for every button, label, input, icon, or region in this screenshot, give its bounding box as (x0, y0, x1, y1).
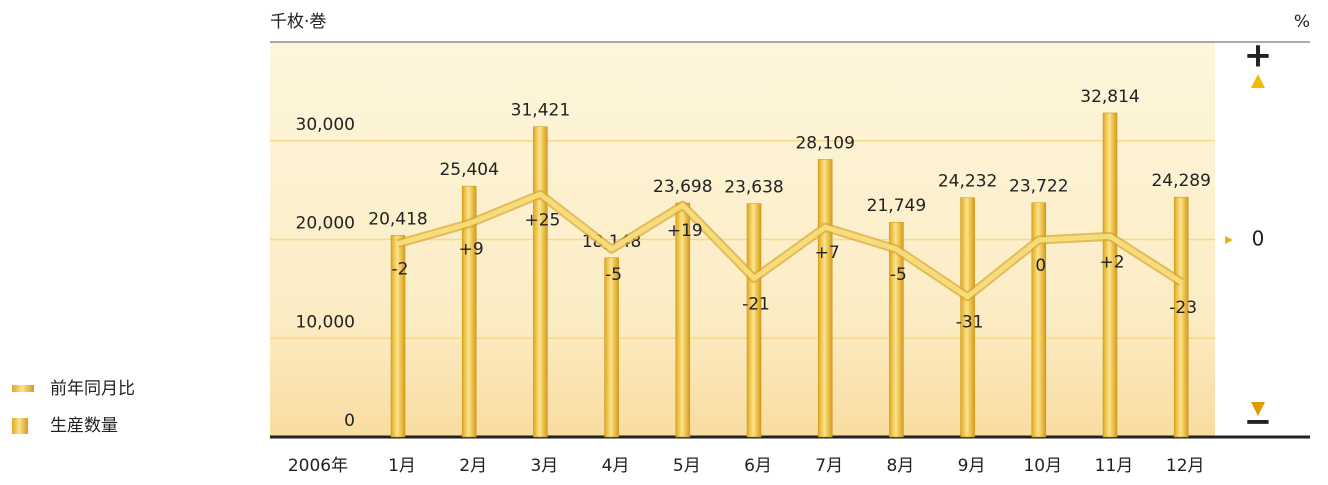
bar (1031, 202, 1047, 438)
y-tick-label: 20,000 (296, 214, 355, 234)
bar-value-label: 32,814 (1080, 87, 1139, 107)
year-label: 2006年 (288, 456, 348, 476)
bar-value-label: 23,722 (1009, 177, 1068, 197)
line (397, 191, 1183, 300)
y2-tick-label: 0 (1252, 227, 1265, 251)
line-value-label: +25 (524, 210, 560, 230)
bar-value-label: 21,749 (867, 196, 926, 216)
x-tick-label: 9月 (958, 456, 986, 476)
line-value-label: -31 (956, 313, 984, 333)
bar-value-label: 25,404 (439, 160, 498, 180)
line-value-label: 0 (1035, 256, 1046, 276)
bar (817, 159, 833, 438)
bar (533, 126, 548, 438)
bar-value-label: 23,698 (653, 177, 712, 197)
arrow-head (1251, 74, 1265, 88)
x-tick-label: 5月 (673, 456, 701, 476)
line-value-label: -2 (392, 260, 409, 280)
bar (746, 203, 762, 438)
bar-value-label: 31,421 (511, 101, 570, 121)
line-value-label: +19 (667, 221, 703, 241)
y-axis-label: 千枚·巻 (270, 12, 326, 32)
arrow-head (1251, 402, 1265, 416)
y2-axis-label: % (1294, 12, 1310, 32)
x-tick-label: 11月 (1095, 456, 1134, 476)
bar (461, 185, 477, 438)
y-tick-label: 10,000 (296, 312, 355, 332)
y2-tick-label: + (1244, 36, 1273, 76)
x-tick-label: 7月 (815, 456, 843, 476)
bar-value-label: 20,418 (368, 209, 427, 229)
bar (604, 257, 619, 438)
bar (889, 221, 904, 438)
legend-label: 前年同月比 (50, 379, 135, 399)
bar-value-label: 24,232 (938, 172, 997, 192)
line-value-label: +7 (815, 243, 840, 263)
line-value-label: -21 (742, 294, 770, 314)
bar-value-label: 23,638 (724, 178, 783, 198)
bar (1102, 112, 1118, 438)
x-tick-label: 4月 (602, 456, 630, 476)
bar-value-label: 24,289 (1151, 171, 1210, 191)
x-tick-label: 10月 (1023, 456, 1062, 476)
legend-swatch-bar (12, 418, 28, 434)
x-tick-label: 2月 (459, 456, 487, 476)
bar (390, 235, 406, 438)
line-value-label: +9 (459, 240, 484, 260)
bar-value-label: 28,109 (795, 133, 854, 153)
bar (960, 197, 975, 438)
line-value-label: -5 (605, 265, 622, 285)
legend-label: 生産数量 (50, 416, 118, 436)
y-tick-label: 0 (344, 411, 355, 431)
x-tick-label: 8月 (886, 456, 914, 476)
y2-tick-label: − (1244, 402, 1273, 442)
x-tick-label: 12月 (1166, 456, 1205, 476)
bar (1173, 196, 1189, 438)
line-value-label: -5 (890, 265, 907, 285)
x-tick-label: 6月 (744, 456, 772, 476)
line-value-label: -23 (1169, 298, 1197, 318)
legend-swatch-line (12, 385, 34, 392)
x-tick-label: 3月 (530, 456, 558, 476)
line-value-label: +2 (1099, 252, 1124, 272)
x-tick-label: 1月 (388, 456, 416, 476)
zero-marker (1225, 236, 1233, 244)
y-tick-label: 30,000 (296, 115, 355, 135)
